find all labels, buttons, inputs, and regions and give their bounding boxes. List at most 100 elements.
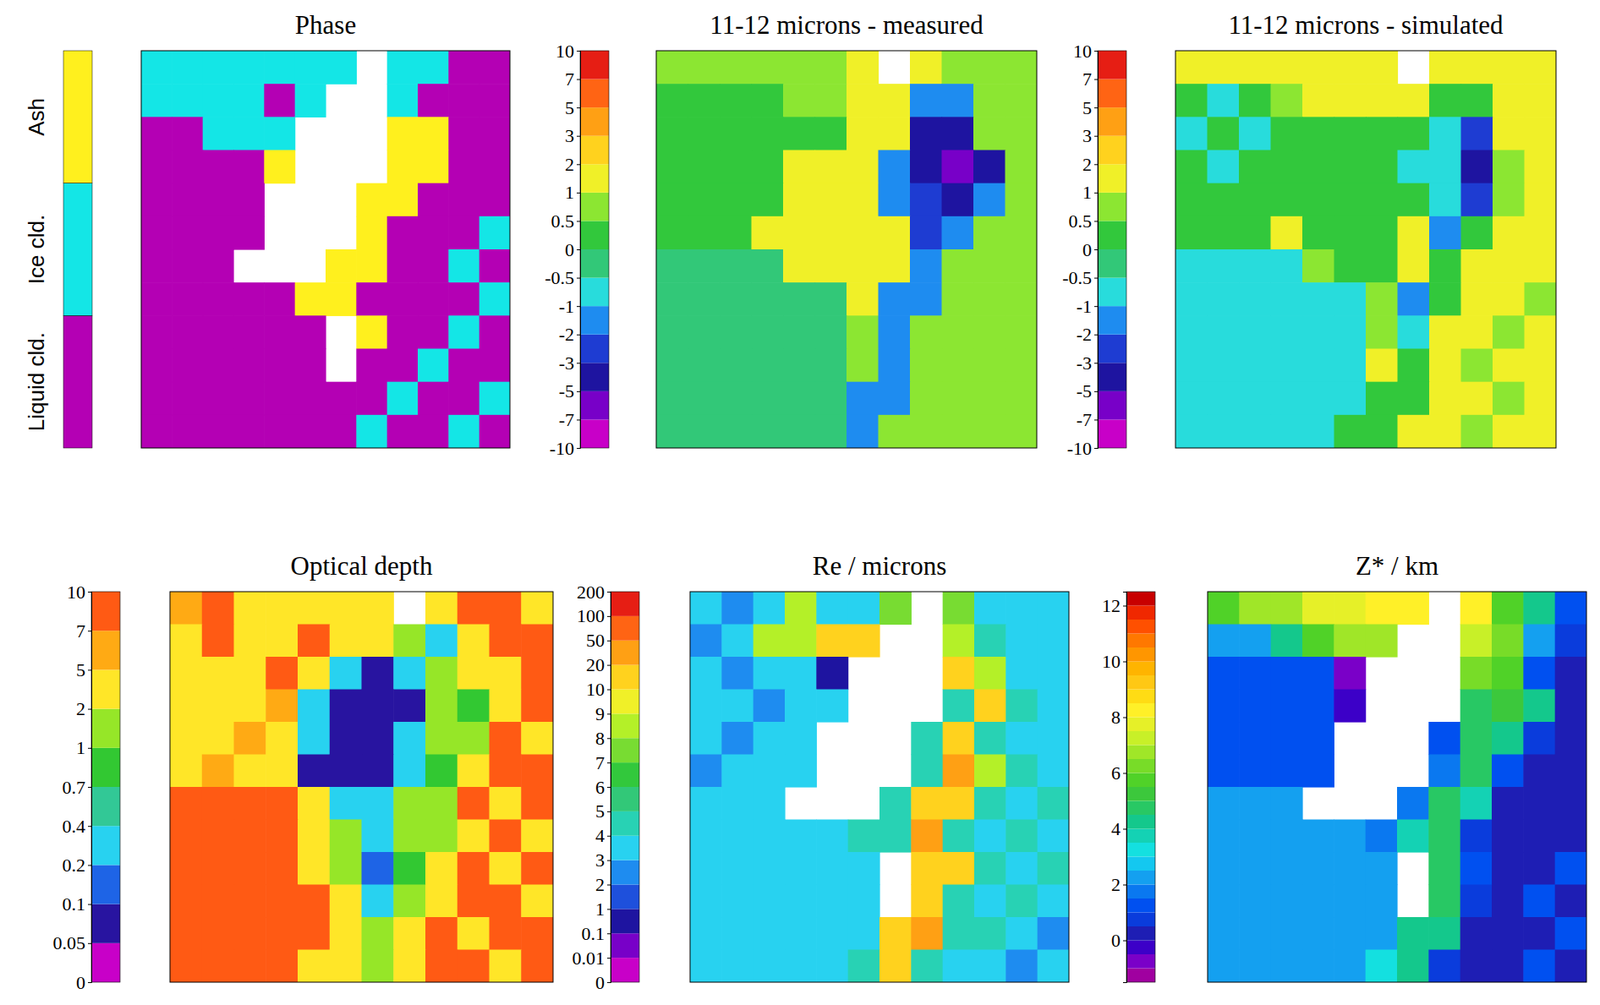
heatmap-cell — [265, 820, 298, 854]
colorbar-tick: -10 — [1067, 438, 1098, 460]
heatmap-cell — [1365, 852, 1398, 886]
heatmap-cell — [202, 50, 235, 85]
heatmap-cell — [753, 657, 786, 691]
heatmap-cell — [457, 852, 490, 886]
heatmap-cell — [1397, 591, 1430, 625]
heatmap-cell — [1271, 591, 1304, 625]
heatmap-cell — [1461, 183, 1494, 218]
colorbar-swatch — [1126, 759, 1156, 774]
heatmap-cell — [688, 83, 721, 118]
colorbar-tick-mark — [607, 762, 611, 764]
colorbar-swatch — [1097, 334, 1127, 364]
heatmap-cell — [1397, 315, 1431, 350]
heatmap-cell — [753, 820, 786, 854]
heatmap-cell — [848, 624, 881, 658]
heatmap-cell — [1461, 415, 1494, 449]
heatmap-cell — [361, 591, 395, 625]
colorbar-swatch — [91, 826, 121, 866]
panel-title: Z* / km — [1355, 551, 1439, 581]
heatmap-cell — [325, 50, 357, 85]
colorbar-swatch — [580, 362, 609, 392]
heatmap-cell — [202, 183, 235, 218]
colorbar-swatch — [91, 787, 121, 827]
heatmap-cell — [974, 690, 1007, 724]
heatmap-cell — [520, 591, 554, 625]
heatmap-cell — [751, 183, 784, 218]
heatmap-cell — [329, 591, 362, 625]
heatmap-cell — [1207, 116, 1240, 151]
heatmap-cell — [974, 852, 1007, 886]
heatmap-cell — [457, 787, 490, 821]
heatmap-cell — [974, 755, 1007, 789]
colorbar-tick-label: 5 — [76, 659, 86, 681]
heatmap-cell — [1365, 83, 1398, 118]
heatmap-cell — [973, 183, 1006, 218]
heatmap-cell — [1429, 382, 1462, 417]
heatmap-cell — [1428, 820, 1461, 854]
heatmap-cell — [489, 591, 522, 625]
colorbar-tick-label: -0.5 — [1062, 267, 1092, 289]
colorbar-tick: -5 — [1076, 380, 1098, 402]
heatmap-cell — [719, 50, 752, 85]
colorbar-label: Ash — [23, 98, 50, 137]
colorbar-tick-label: -10 — [1067, 438, 1092, 460]
heatmap-cell — [169, 787, 203, 821]
heatmap-cell — [171, 315, 203, 350]
heatmap-cell — [233, 349, 265, 384]
heatmap-cell — [1302, 917, 1335, 951]
heatmap-cell — [909, 216, 943, 251]
heatmap-cell — [721, 690, 754, 724]
heatmap-cell — [753, 885, 786, 919]
panel: PhaseLiquid cld.Ice cld.Ash — [23, 10, 511, 450]
heatmap-cell — [1037, 657, 1069, 691]
heatmap-cell — [1429, 349, 1462, 384]
heatmap-cell — [656, 116, 689, 151]
colorbar-tick-label: 10 — [1073, 40, 1092, 62]
heatmap-cell — [690, 591, 723, 625]
heatmap-cell — [361, 787, 395, 821]
heatmap-cell — [202, 591, 235, 625]
colorbar: 024681012 — [1101, 591, 1156, 984]
heatmap-cell — [325, 282, 357, 317]
heatmap-cell — [1302, 690, 1335, 724]
heatmap-cell — [1238, 382, 1272, 417]
heatmap-cell — [393, 722, 426, 756]
colorbar-tick-mark — [87, 709, 92, 711]
heatmap-cell — [425, 722, 458, 756]
heatmap-cell — [387, 315, 419, 350]
colorbar-tick-mark — [87, 904, 92, 906]
heatmap-cell — [1365, 382, 1398, 417]
heatmap-cell — [1037, 885, 1069, 919]
heatmap-cell — [848, 917, 881, 951]
colorbar-tick-mark — [607, 713, 611, 715]
heatmap-cell — [265, 722, 298, 756]
heatmap-cell — [479, 315, 510, 350]
colorbar-tick: 2 — [76, 698, 92, 720]
colorbar-swatch — [610, 641, 640, 666]
heatmap-cell — [784, 820, 817, 854]
heatmap-cell — [1207, 382, 1240, 417]
heatmap-cell — [1271, 917, 1304, 951]
heatmap-cell — [1005, 50, 1038, 85]
heatmap-cell — [1238, 755, 1272, 789]
colorbar-axis: 00.050.10.20.40.7125710 — [53, 581, 93, 994]
heatmap-cell — [1005, 183, 1038, 218]
colorbar-swatch — [1126, 647, 1156, 663]
heatmap-cell — [783, 349, 816, 384]
heatmap-cell — [909, 349, 943, 384]
heatmap-cell — [1461, 382, 1494, 417]
heatmap-cell — [1491, 950, 1524, 984]
heatmap-cell — [1429, 249, 1462, 284]
heatmap-cell — [909, 415, 943, 449]
heatmap-cell — [1365, 415, 1398, 449]
heatmap-cell — [656, 249, 689, 284]
heatmap-cell — [1429, 315, 1462, 350]
colorbar-tick-label: 0.05 — [53, 932, 87, 954]
heatmap-cell — [393, 820, 426, 854]
heatmap-cell — [1524, 83, 1557, 118]
colorbar-axis: 00.010.1123456789102050100200 — [572, 581, 612, 994]
heatmap-cell — [1175, 183, 1208, 218]
heatmap-cell — [393, 852, 426, 886]
colorbar-tick: 7 — [595, 752, 611, 774]
colorbar-tick-label: 2 — [1111, 874, 1121, 896]
